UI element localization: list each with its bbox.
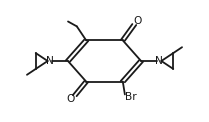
Text: N: N	[46, 56, 54, 66]
Text: Br: Br	[125, 92, 137, 102]
Text: N: N	[155, 56, 163, 66]
Text: O: O	[66, 94, 75, 104]
Text: O: O	[134, 16, 142, 26]
